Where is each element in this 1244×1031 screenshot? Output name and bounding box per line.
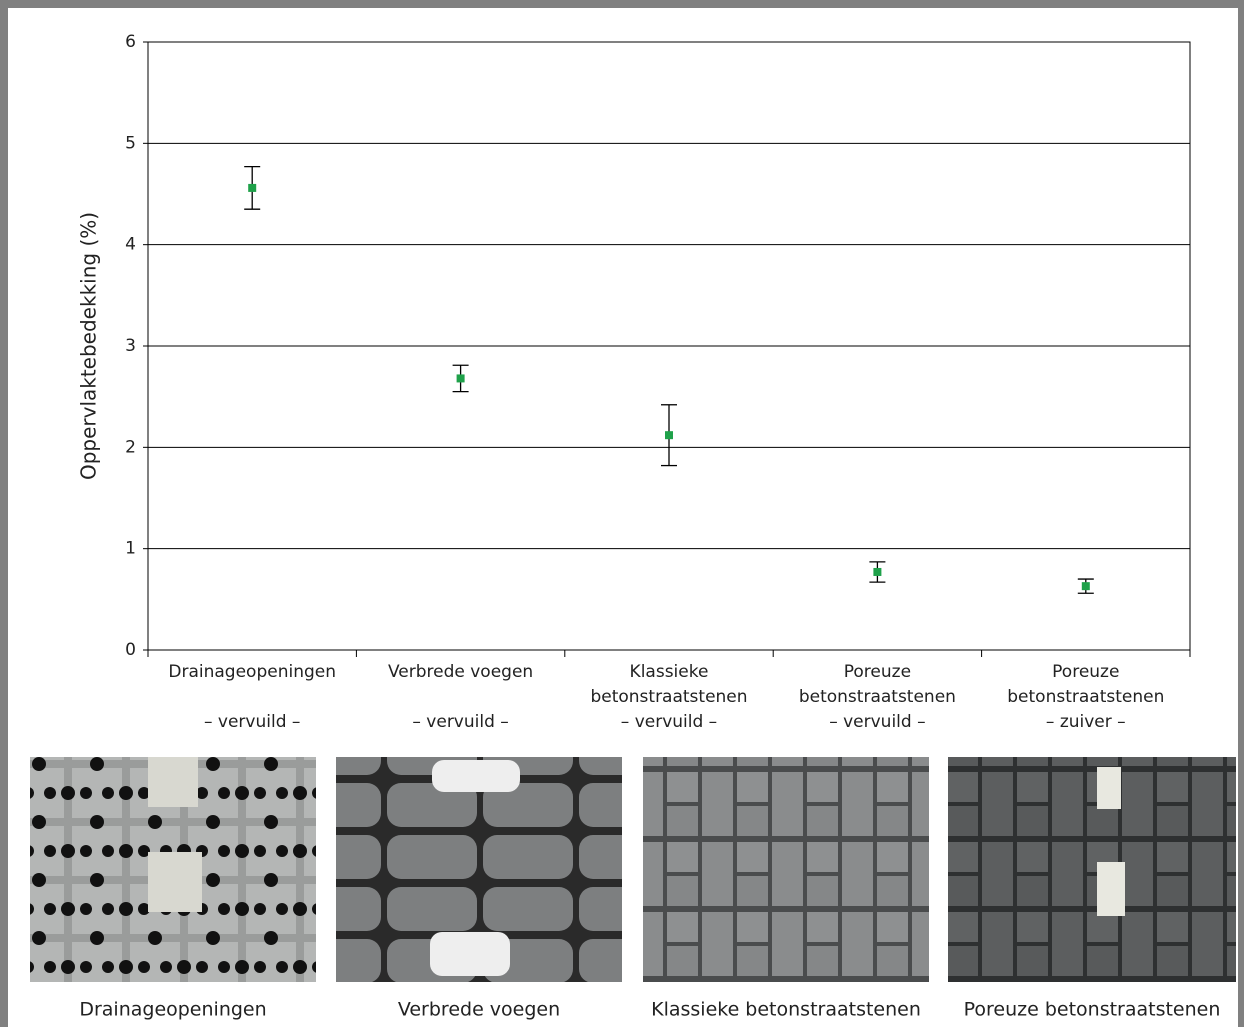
photo-detail — [432, 760, 520, 792]
photo-detail — [1097, 767, 1121, 809]
marker — [1082, 582, 1090, 590]
photo — [948, 757, 1236, 982]
frame-left — [0, 0, 8, 1027]
x-tick-label: betonstraatstenen — [1007, 687, 1164, 707]
photo-detail — [148, 852, 202, 912]
photo-detail — [148, 757, 198, 807]
x-tick-label: – vervuild – — [829, 712, 925, 732]
photo-caption: Verbrede voegen — [398, 999, 560, 1021]
page: Oppervlaktebedekking (%) 0 1 2 3 4 5 6 Drainage… — [0, 0, 1244, 1031]
y-tick-label: 5 — [125, 133, 136, 153]
x-tick-label: Verbrede voegen — [388, 662, 533, 682]
x-tick-label: Drainageopeningen — [168, 662, 336, 682]
y-axis-label: Oppervlaktebedekking (%) — [77, 212, 101, 480]
marker — [457, 374, 465, 382]
y-tick-label: 2 — [125, 437, 136, 457]
photo-caption: Poreuze betonstraatstenen — [964, 999, 1221, 1021]
y-tick-label: 6 — [125, 32, 136, 52]
x-tick-label: Poreuze — [1052, 662, 1119, 682]
photo-caption: Drainageopeningen — [79, 999, 266, 1021]
x-tick-label: Poreuze — [844, 662, 911, 682]
photo-caption: Klassieke betonstraatstenen — [651, 999, 921, 1021]
y-tick-label: 4 — [125, 235, 136, 255]
marker — [665, 431, 673, 439]
x-tick-label: – vervuild – — [204, 712, 300, 732]
frame-top — [0, 0, 1244, 8]
photo-detail — [1097, 862, 1125, 916]
x-tick-label: Klassieke — [630, 662, 709, 682]
marker — [248, 184, 256, 192]
chart: Oppervlaktebedekking (%) 0 1 2 3 4 5 6 Drainage… — [0, 0, 1244, 1027]
y-tick-label: 0 — [125, 640, 136, 660]
x-tick-label: – vervuild – — [412, 712, 508, 732]
photo-detail — [430, 932, 510, 976]
x-tick-label: – vervuild – — [621, 712, 717, 732]
x-tick-label: betonstraatstenen — [590, 687, 747, 707]
x-tick-label: – zuiver – — [1046, 712, 1126, 732]
y-tick-label: 1 — [125, 539, 136, 559]
photo — [643, 757, 929, 982]
x-tick-label: betonstraatstenen — [799, 687, 956, 707]
y-tick-label: 3 — [125, 336, 136, 356]
frame-right — [1238, 0, 1244, 1027]
marker — [873, 568, 881, 576]
